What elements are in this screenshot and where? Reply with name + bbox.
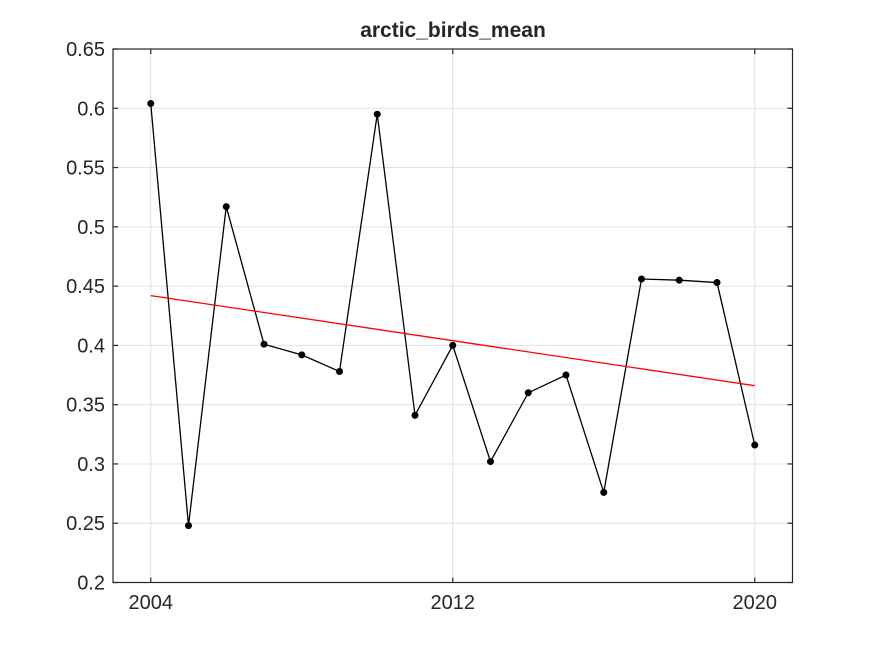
y-axis-labels: 0.2 0.25 0.3 0.35 0.4 0.45 0.5 0.55 0.6 0.65 <box>66 39 105 595</box>
data-point-markers <box>147 100 759 530</box>
data-point-marker <box>260 340 268 348</box>
data-point-marker <box>185 522 192 530</box>
data-point-marker <box>524 389 532 397</box>
chart-title: arctic_birds_mean <box>360 19 546 42</box>
data-point-marker <box>147 100 155 108</box>
data-point-marker <box>600 488 608 496</box>
y-tick-label: 0.45 <box>66 276 105 298</box>
y-tick-label: 0.65 <box>66 39 105 61</box>
tick-marks <box>113 48 793 584</box>
x-axis-labels: 2004 2012 2020 <box>129 592 778 614</box>
y-tick-label: 0.6 <box>77 98 105 120</box>
data-point-marker <box>751 441 759 449</box>
data-point-marker <box>487 458 494 466</box>
data-point-marker <box>449 341 457 349</box>
data-point-marker <box>373 110 381 118</box>
data-point-marker <box>562 371 570 379</box>
grid-layer <box>113 48 793 583</box>
y-tick-label: 0.3 <box>77 454 105 476</box>
data-point-marker <box>411 411 419 419</box>
data-point-marker <box>336 367 343 375</box>
y-tick-label: 0.25 <box>66 513 105 535</box>
trend-line <box>150 294 755 387</box>
y-tick-label: 0.5 <box>77 217 105 239</box>
data-point-marker <box>713 279 721 287</box>
y-tick-label: 0.35 <box>66 395 105 417</box>
y-tick-label: 0.2 <box>77 573 105 595</box>
x-tick-label: 2004 <box>129 592 174 614</box>
data-point-marker <box>298 351 306 359</box>
y-tick-label: 0.55 <box>66 158 105 180</box>
data-point-marker <box>675 276 683 284</box>
y-tick-label: 0.4 <box>77 335 105 357</box>
x-tick-label: 2020 <box>733 592 778 614</box>
data-point-marker <box>222 203 230 211</box>
data-point-marker <box>638 275 645 283</box>
x-tick-label: 2012 <box>431 592 476 614</box>
